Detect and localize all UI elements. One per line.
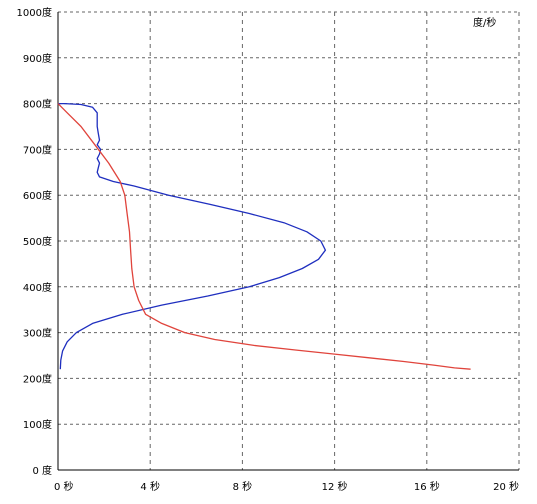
series-lines	[57, 102, 471, 370]
grid	[58, 11, 520, 470]
y-tick-label: 200度	[23, 372, 52, 385]
x-tick-label: 12 秒	[322, 480, 348, 493]
series-line-1	[58, 102, 327, 370]
y-tick-label: 500度	[23, 235, 52, 248]
y-tick-label: 400度	[23, 281, 52, 294]
y-tick-label: 600度	[23, 189, 52, 202]
x-tick-label: 0 秒	[54, 480, 74, 493]
y-tick-label: 100度	[23, 418, 52, 431]
y-tick-label: 700度	[23, 143, 52, 156]
unit-label: 度/秒	[473, 16, 496, 29]
tick-labels: 0 度 100度 200度 300度 400度 500度 600度 700度 800度 900度 1…	[17, 6, 519, 493]
axes	[57, 12, 519, 471]
series-line-2	[57, 103, 471, 370]
y-tick-label: 1000度	[17, 6, 52, 19]
x-tick-label: 16 秒	[414, 480, 440, 493]
x-tick-label: 8 秒	[233, 480, 253, 493]
y-tick-label: 900度	[23, 52, 52, 65]
y-tick-label: 0 度	[32, 464, 52, 477]
y-tick-label: 800度	[23, 98, 52, 111]
x-tick-label: 20 秒	[493, 480, 519, 493]
x-tick-label: 4 秒	[140, 480, 160, 493]
y-tick-label: 300度	[23, 327, 52, 340]
